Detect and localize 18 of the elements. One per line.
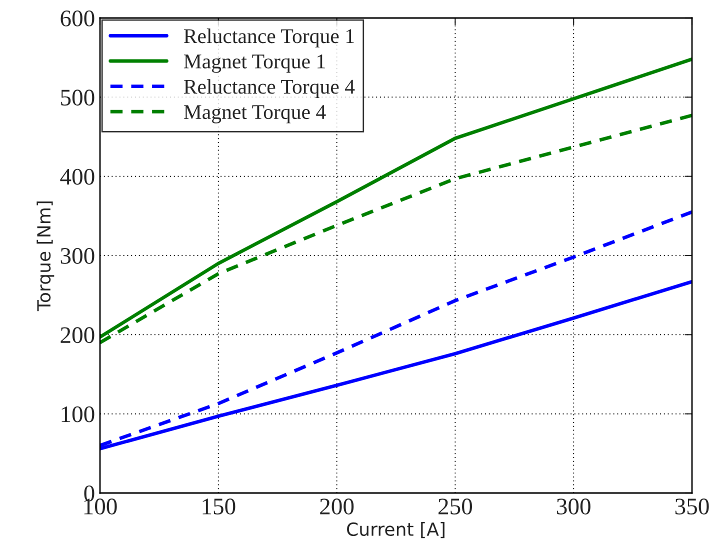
x-axis-title: Current [A] xyxy=(347,522,444,538)
y-tick-label: 500 xyxy=(61,90,94,106)
y-tick-label: 200 xyxy=(60,327,94,344)
line-series xyxy=(100,210,692,448)
y-tick-label: 600 xyxy=(60,10,94,26)
legend-label: Magnet Torque 1 xyxy=(184,54,325,73)
y-tick-label: 300 xyxy=(60,248,94,264)
legend-label: Reluctance Torque 4 xyxy=(184,79,355,98)
x-tick-label: 300 xyxy=(557,498,590,514)
legend-label: Reluctance Torque 1 xyxy=(184,28,354,48)
y-axis-title: Torque [Nm] xyxy=(36,202,54,312)
legend-label: Magnet Torque 4 xyxy=(184,105,326,124)
x-tick-label: 150 xyxy=(202,498,236,514)
y-tick-label: 400 xyxy=(60,168,94,185)
x-tick-label: 200 xyxy=(320,498,354,514)
y-tick-label: 100 xyxy=(62,406,94,422)
x-tick-label: 250 xyxy=(438,498,472,514)
x-tick-label: 350 xyxy=(675,498,709,514)
